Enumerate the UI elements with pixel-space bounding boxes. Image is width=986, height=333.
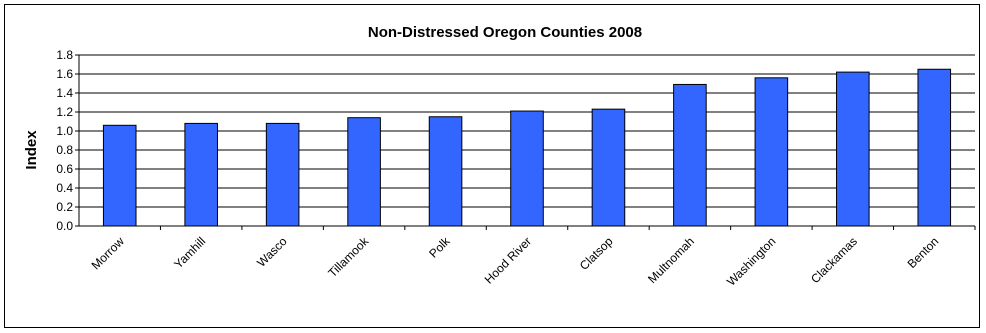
- bar: [347, 117, 381, 227]
- bar: [836, 71, 870, 227]
- y-tick-label: 1.8: [56, 48, 73, 62]
- x-tick-label: Washington: [724, 234, 778, 288]
- x-tick-label: Clatsop: [577, 234, 616, 273]
- axes: [78, 55, 975, 227]
- bars: [102, 68, 952, 227]
- x-tick-label: Multnomah: [645, 234, 697, 286]
- bar: [102, 124, 137, 227]
- y-tick-label: 0.4: [56, 181, 73, 195]
- y-tick-label: 0.8: [56, 143, 73, 157]
- y-tick-labels: 0.0 0.2 0.4 0.6 0.8 1.0 1.2 1.4 1.6 1.8: [56, 48, 73, 233]
- bar: [428, 116, 463, 227]
- bar: [754, 77, 789, 227]
- y-tick-label: 0.0: [56, 219, 73, 233]
- x-tick-labels: Morrow Yamhill Wasco Tillamook Polk Hood Rive…: [89, 226, 976, 289]
- bar: [673, 83, 707, 227]
- y-tick-label: 0.6: [56, 162, 73, 176]
- y-tick-label: 0.2: [56, 200, 73, 214]
- x-tick-label: Clackamas: [808, 234, 860, 286]
- chart-title: Non-Distressed Oregon Counties 2008: [368, 24, 642, 41]
- y-tick-label: 1.4: [56, 86, 73, 100]
- bar: [917, 68, 952, 227]
- x-tick-label: Wasco: [254, 234, 290, 270]
- x-tick-label: Morrow: [89, 234, 127, 272]
- y-tick-label: 1.2: [56, 105, 73, 119]
- x-tick-label: Polk: [426, 234, 453, 261]
- x-tick-label: Hood River: [482, 234, 534, 286]
- y-tick-label: 1.0: [56, 124, 73, 138]
- chart-frame: Non-Distressed Oregon Counties 2008 Inde…: [4, 4, 980, 328]
- bar: [265, 122, 300, 227]
- bar: [510, 110, 544, 227]
- x-tick-label: Yamhill: [171, 234, 208, 271]
- y-tick-label: 1.6: [56, 67, 73, 81]
- bar-chart: Non-Distressed Oregon Counties 2008 Inde…: [23, 24, 976, 289]
- y-axis-label: Index: [23, 130, 40, 170]
- x-tick-label: Tillamook: [325, 234, 372, 281]
- bar: [184, 122, 218, 227]
- bar: [591, 108, 626, 227]
- x-tick-label: Benton: [905, 234, 942, 271]
